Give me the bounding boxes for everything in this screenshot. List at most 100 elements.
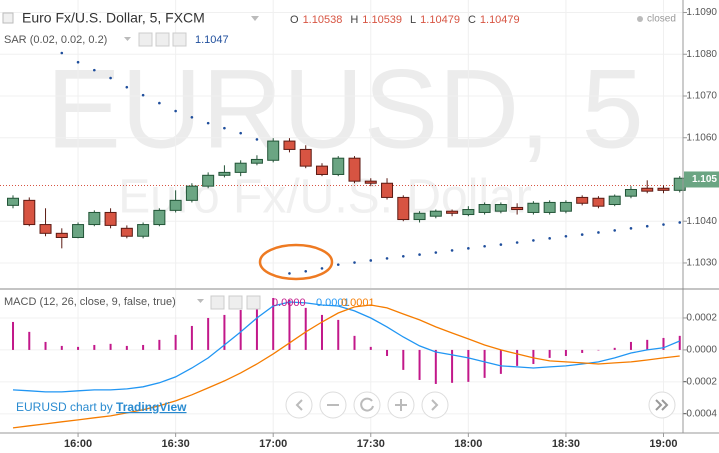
watermark: Euro Fx/U.S. Dollar bbox=[118, 171, 531, 224]
sar-dot bbox=[141, 93, 145, 97]
histogram-bar bbox=[434, 349, 437, 384]
candle-body bbox=[202, 174, 215, 187]
ohlc-key: L bbox=[410, 14, 416, 26]
histogram-bar bbox=[44, 341, 47, 350]
branding: EURUSD chart by TradingView bbox=[16, 400, 187, 414]
sar-dot bbox=[678, 221, 682, 224]
settings-button[interactable] bbox=[155, 32, 170, 47]
candle-body bbox=[332, 157, 345, 175]
chart-title: Euro Fx/U.S. Dollar, 5, FXCM bbox=[22, 10, 205, 26]
scroll-left-button[interactable] bbox=[285, 391, 313, 419]
sar-dot bbox=[580, 233, 584, 236]
indicator-name: SAR bbox=[4, 34, 27, 46]
branding-link[interactable]: TradingView bbox=[116, 400, 187, 414]
histogram-bar bbox=[223, 314, 226, 350]
histogram-bar bbox=[532, 349, 535, 364]
histogram-bar bbox=[125, 345, 128, 350]
y-tick-label: 1.1070 bbox=[686, 91, 717, 102]
indicator-title: SAR (0.02, 0.02, 0.2) bbox=[4, 34, 107, 46]
x-tick-label: 18:00 bbox=[454, 438, 482, 450]
y-tick-label: 1.1090 bbox=[686, 7, 717, 18]
nav-icons bbox=[295, 397, 669, 412]
market-status: closed bbox=[647, 14, 676, 25]
sar-dot bbox=[548, 237, 551, 240]
y-tick-label: 1.1040 bbox=[686, 216, 717, 227]
histogram-bar bbox=[662, 337, 665, 350]
x-tick-label: 16:30 bbox=[162, 438, 190, 450]
sar-dot bbox=[434, 251, 438, 254]
sar-dot bbox=[645, 224, 649, 228]
candle-body bbox=[511, 206, 524, 211]
candle-body bbox=[559, 201, 572, 212]
visibility-button[interactable] bbox=[138, 32, 153, 47]
status-dot bbox=[637, 16, 643, 22]
y-tick-label: 0.0000 bbox=[686, 345, 717, 356]
sar-dot bbox=[369, 259, 373, 262]
icon bbox=[295, 399, 303, 411]
dropdown-arrow[interactable] bbox=[124, 37, 131, 41]
symbol-icon[interactable] bbox=[2, 12, 14, 24]
x-tick-label: 16:00 bbox=[64, 438, 92, 450]
histogram-bar bbox=[320, 314, 323, 350]
histogram-bar bbox=[239, 309, 242, 350]
histogram-bar bbox=[337, 319, 340, 350]
reset-button[interactable] bbox=[353, 391, 381, 419]
last-price-box bbox=[684, 171, 719, 188]
x-tick-label: 17:30 bbox=[357, 438, 385, 450]
ohlc-key: H bbox=[350, 14, 358, 26]
histogram-bar bbox=[402, 349, 405, 370]
ohlc-value: 1.10479 bbox=[480, 14, 520, 26]
sar-dot bbox=[60, 51, 64, 55]
visibility-button[interactable] bbox=[210, 295, 225, 310]
histogram-bar bbox=[516, 349, 519, 366]
sar-dot bbox=[467, 247, 470, 250]
candle-body bbox=[608, 195, 621, 206]
histogram-bar bbox=[353, 335, 356, 350]
ohlc-key: O bbox=[290, 14, 299, 26]
sar-dot bbox=[288, 272, 291, 275]
sar-dot bbox=[597, 231, 600, 234]
candle-body bbox=[429, 210, 442, 217]
sar-dot bbox=[190, 115, 194, 119]
histogram-bar bbox=[678, 335, 681, 350]
settings-button[interactable] bbox=[228, 295, 243, 310]
candle-body bbox=[7, 197, 20, 206]
histogram-bar bbox=[451, 349, 454, 383]
x-tick-label: 19:00 bbox=[649, 438, 677, 450]
sar-dot bbox=[109, 76, 112, 80]
dropdown-arrow[interactable] bbox=[251, 16, 259, 21]
dropdown-arrow[interactable] bbox=[197, 299, 204, 303]
y-tick-label: 1.1060 bbox=[686, 132, 717, 143]
remove-button[interactable] bbox=[246, 295, 261, 310]
indicator-value: 0.0000 bbox=[272, 297, 306, 309]
y-tick-label: -0.0004 bbox=[683, 408, 717, 419]
ohlc-value: 1.10539 bbox=[362, 14, 402, 26]
histogram-bar bbox=[646, 339, 649, 350]
indicator-value: 1.1047 bbox=[195, 34, 229, 46]
sar-dot bbox=[320, 267, 324, 270]
branding-text: EURUSD chart by bbox=[16, 400, 113, 414]
sar-dot bbox=[385, 257, 389, 260]
sar-dot bbox=[206, 121, 210, 125]
indicator-params: (0.02, 0.02, 0.2) bbox=[30, 34, 108, 46]
icon bbox=[360, 397, 374, 412]
indicator-value: 0.0001 bbox=[341, 297, 375, 309]
sar-dot bbox=[515, 241, 519, 244]
sar-dot bbox=[613, 229, 616, 232]
remove-button[interactable] bbox=[172, 32, 187, 47]
icon bbox=[431, 399, 439, 411]
histogram-bar bbox=[190, 325, 193, 350]
candle-body bbox=[120, 227, 133, 237]
candle-body bbox=[185, 185, 198, 201]
candle-body bbox=[348, 157, 361, 182]
scroll-right-button[interactable] bbox=[421, 391, 449, 419]
indicator-value: 0.0001 bbox=[316, 297, 350, 309]
sar-dot bbox=[76, 60, 80, 64]
candle-body bbox=[527, 202, 540, 213]
candle-body bbox=[72, 224, 85, 238]
candle-body bbox=[218, 171, 231, 176]
candle-body bbox=[104, 211, 117, 226]
candle-body bbox=[624, 188, 637, 197]
candle-body bbox=[234, 162, 247, 173]
